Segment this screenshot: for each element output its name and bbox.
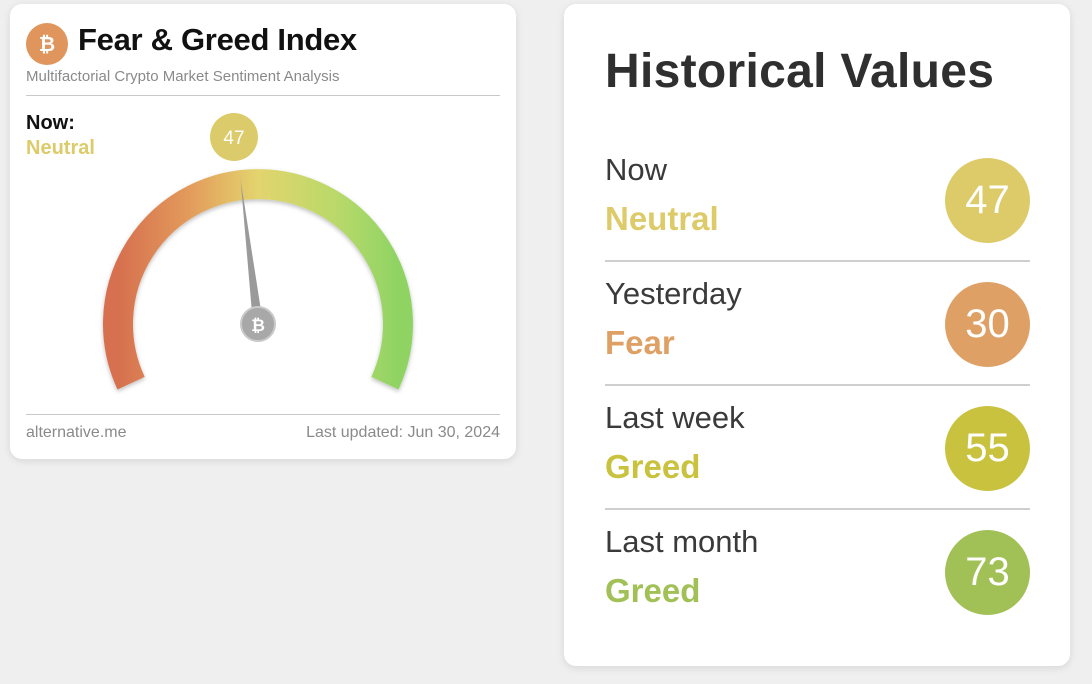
period-label: Last month	[605, 524, 759, 559]
value-badge: 47	[945, 158, 1030, 243]
gauge-needle	[240, 179, 263, 325]
period-label: Last week	[605, 400, 745, 435]
card-title: Fear & Greed Index	[78, 22, 357, 57]
row-divider	[605, 384, 1030, 386]
history-row-now: Now Neutral 47	[605, 138, 1030, 262]
now-label: Now:	[26, 112, 75, 134]
gauge-hub	[240, 306, 276, 342]
source-link[interactable]: alternative.me	[26, 424, 127, 441]
row-divider	[605, 508, 1030, 510]
now-classification: Neutral	[26, 137, 95, 159]
value-badge: 30	[945, 282, 1030, 367]
classification-label: Greed	[605, 572, 701, 609]
value-badge: 73	[945, 530, 1030, 615]
classification-label: Neutral	[605, 200, 719, 237]
fear-greed-card: ₿ Fear & Greed Index Multifactorial Cryp…	[10, 4, 516, 459]
history-row-last-month: Last month Greed 73	[605, 510, 1030, 634]
classification-label: Fear	[605, 324, 675, 361]
divider	[26, 414, 500, 415]
bitcoin-logo-icon: ₿	[26, 23, 68, 65]
classification-label: Greed	[605, 448, 701, 485]
period-label: Yesterday	[605, 276, 742, 311]
historical-title: Historical Values	[605, 45, 995, 98]
historical-values-card: Historical Values Now Neutral 47 Yesterd…	[564, 4, 1070, 666]
value-badge: 55	[945, 406, 1030, 491]
bitcoin-icon: ₿	[251, 316, 265, 336]
divider	[26, 95, 500, 96]
sentiment-gauge: ₿ 47	[103, 113, 413, 390]
row-divider	[605, 260, 1030, 262]
value-bubble	[210, 113, 258, 161]
gauge-value: 47	[223, 128, 244, 149]
bitcoin-icon: ₿	[39, 32, 55, 56]
svg-text:₿: ₿	[39, 32, 55, 56]
history-row-yesterday: Yesterday Fear 30	[605, 262, 1030, 386]
gauge-arc	[103, 169, 413, 390]
history-row-last-week: Last week Greed 55	[605, 386, 1030, 510]
period-label: Now	[605, 152, 668, 187]
last-updated: Last updated: Jun 30, 2024	[306, 424, 500, 441]
card-subtitle: Multifactorial Crypto Market Sentiment A…	[26, 68, 340, 85]
